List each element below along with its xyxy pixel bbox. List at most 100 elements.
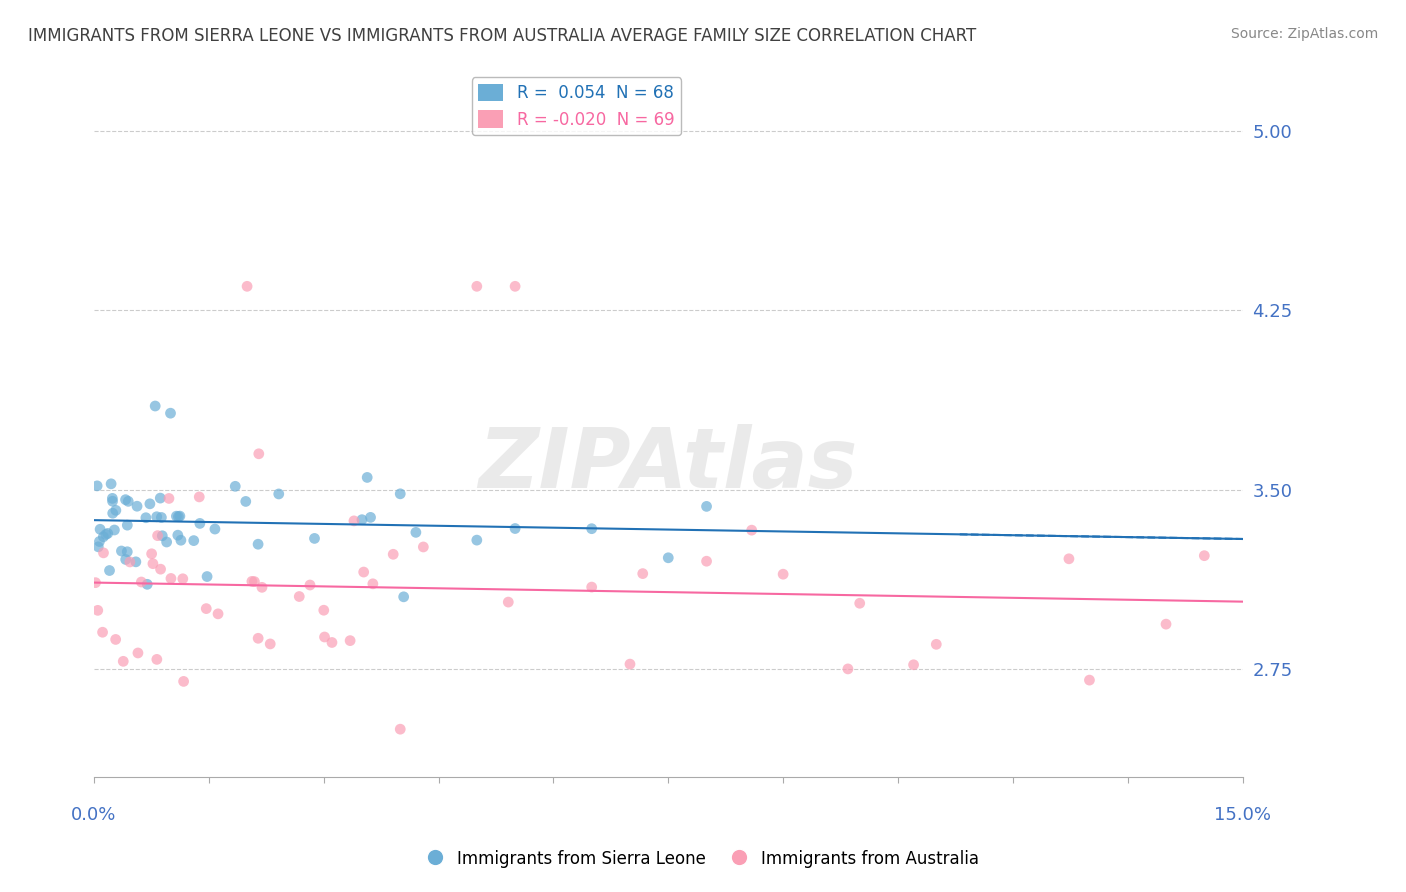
Point bbox=[1057, 551, 1080, 566]
Point bbox=[173, 674, 195, 689]
Point bbox=[360, 510, 382, 524]
Point bbox=[141, 547, 163, 561]
Point bbox=[503, 522, 526, 536]
Point bbox=[104, 503, 127, 517]
Point bbox=[240, 574, 263, 589]
Point bbox=[172, 572, 194, 586]
Point bbox=[94, 527, 117, 541]
Point bbox=[304, 532, 326, 546]
Point bbox=[125, 555, 148, 569]
Point bbox=[139, 497, 162, 511]
Point bbox=[503, 794, 526, 808]
Point bbox=[204, 522, 226, 536]
Point bbox=[100, 476, 122, 491]
Point bbox=[127, 646, 149, 660]
Point bbox=[243, 574, 266, 589]
Point bbox=[339, 633, 361, 648]
Point bbox=[465, 533, 488, 548]
Point bbox=[298, 578, 321, 592]
Point bbox=[87, 603, 110, 617]
Point bbox=[392, 590, 415, 604]
Point bbox=[101, 506, 124, 520]
Point bbox=[104, 632, 127, 647]
Point bbox=[498, 595, 520, 609]
Point bbox=[166, 528, 188, 542]
Point bbox=[1154, 617, 1177, 632]
Point bbox=[93, 530, 115, 544]
Point bbox=[103, 523, 125, 537]
Point bbox=[183, 533, 205, 548]
Point bbox=[146, 652, 169, 666]
Point bbox=[167, 509, 190, 524]
Point bbox=[165, 509, 187, 524]
Point bbox=[321, 635, 343, 649]
Point bbox=[631, 566, 654, 581]
Point bbox=[696, 500, 718, 514]
Point bbox=[136, 577, 159, 591]
Point bbox=[195, 601, 218, 615]
Point bbox=[150, 529, 173, 543]
Legend: R =  0.054  N = 68, R = -0.020  N = 69: R = 0.054 N = 68, R = -0.020 N = 69 bbox=[472, 78, 681, 136]
Point bbox=[195, 569, 218, 583]
Point bbox=[117, 545, 139, 559]
Text: IMMIGRANTS FROM SIERRA LEONE VS IMMIGRANTS FROM AUSTRALIA AVERAGE FAMILY SIZE CO: IMMIGRANTS FROM SIERRA LEONE VS IMMIGRAN… bbox=[28, 27, 976, 45]
Point bbox=[236, 279, 259, 293]
Point bbox=[142, 557, 165, 571]
Point bbox=[361, 576, 384, 591]
Point bbox=[405, 525, 427, 540]
Point bbox=[98, 564, 121, 578]
Point bbox=[117, 518, 139, 533]
Point bbox=[235, 494, 257, 508]
Point bbox=[97, 526, 120, 541]
Legend: Immigrants from Sierra Leone, Immigrants from Australia: Immigrants from Sierra Leone, Immigrants… bbox=[420, 843, 986, 875]
Text: Source: ZipAtlas.com: Source: ZipAtlas.com bbox=[1230, 27, 1378, 41]
Point bbox=[503, 279, 526, 293]
Point bbox=[1078, 673, 1101, 687]
Point bbox=[157, 491, 180, 506]
Point bbox=[89, 534, 111, 549]
Point bbox=[149, 562, 172, 576]
Point bbox=[207, 607, 229, 621]
Point bbox=[389, 487, 412, 501]
Point bbox=[93, 546, 115, 560]
Point bbox=[267, 487, 290, 501]
Point bbox=[146, 528, 169, 542]
Point bbox=[741, 523, 763, 537]
Point bbox=[170, 533, 193, 548]
Point bbox=[288, 590, 311, 604]
Point bbox=[259, 637, 281, 651]
Point bbox=[389, 722, 412, 736]
Point bbox=[343, 514, 366, 528]
Text: 15.0%: 15.0% bbox=[1215, 805, 1271, 824]
Point bbox=[160, 571, 183, 585]
Point bbox=[382, 547, 405, 561]
Point bbox=[150, 510, 173, 524]
Point bbox=[353, 565, 375, 579]
Point bbox=[118, 555, 141, 569]
Point bbox=[114, 552, 136, 566]
Point bbox=[312, 603, 335, 617]
Point bbox=[159, 406, 181, 420]
Point bbox=[143, 399, 166, 413]
Point bbox=[247, 447, 270, 461]
Point bbox=[112, 654, 135, 668]
Point bbox=[110, 544, 132, 558]
Text: ZIPAtlas: ZIPAtlas bbox=[478, 425, 858, 505]
Point bbox=[619, 657, 641, 672]
Text: 0.0%: 0.0% bbox=[72, 805, 117, 824]
Point bbox=[350, 513, 373, 527]
Point bbox=[250, 580, 273, 594]
Point bbox=[101, 491, 124, 506]
Point bbox=[247, 537, 270, 551]
Point bbox=[247, 632, 270, 646]
Point bbox=[84, 575, 107, 590]
Point bbox=[657, 550, 679, 565]
Point bbox=[169, 509, 191, 524]
Point bbox=[125, 500, 148, 514]
Point bbox=[581, 522, 603, 536]
Point bbox=[135, 510, 157, 524]
Point bbox=[696, 554, 718, 568]
Point bbox=[925, 637, 948, 651]
Point bbox=[87, 540, 110, 554]
Point bbox=[101, 494, 124, 508]
